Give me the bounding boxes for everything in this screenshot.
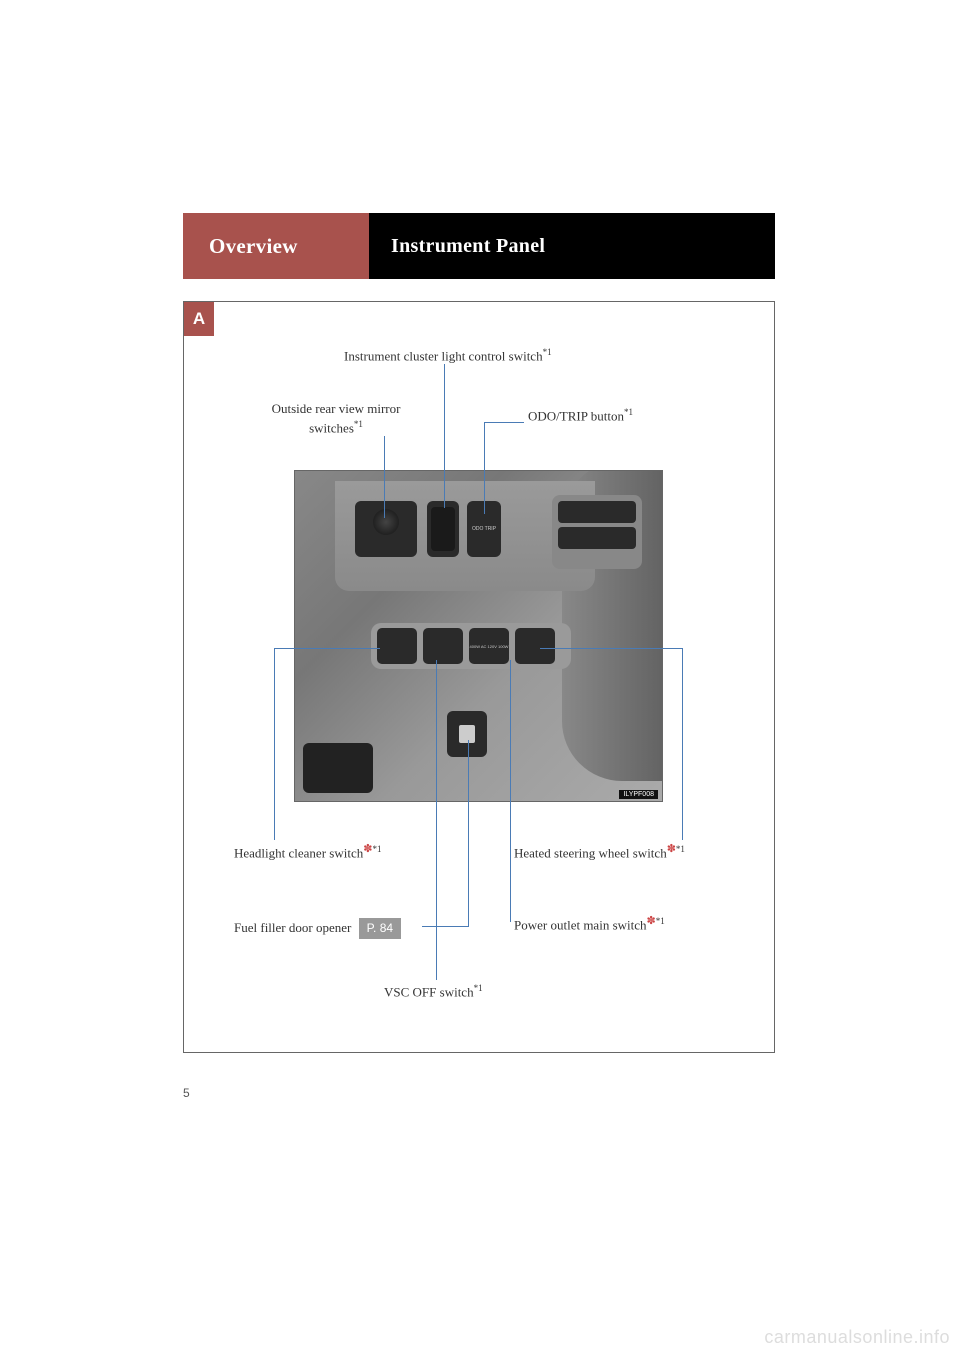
asterisk-icon: ✽ [667, 843, 676, 855]
page-header: Overview Instrument Panel [183, 213, 775, 279]
fuel-filler-label: Fuel filler door opener P. 84 [234, 918, 401, 939]
lower-left-control-icon [303, 743, 373, 793]
leader-line [540, 648, 683, 649]
cluster-light-label: Instrument cluster light control switch*… [344, 346, 552, 366]
lower-switch-row: 400W AC 120V 100W [371, 623, 571, 669]
heated-wheel-label: Heated steering wheel switch✽*1 [514, 842, 685, 863]
vsc-off-label: VSC OFF switch*1 [384, 982, 483, 1002]
diagram-frame: A ODO TRIP 400W AC 120V 100W [183, 301, 775, 1053]
diagram-badge: A [184, 302, 214, 336]
heated-text: Heated steering wheel switch [514, 845, 667, 860]
power-outlet-label: Power outlet main switch✽*1 [514, 914, 665, 935]
vsc-sup: *1 [474, 983, 483, 993]
volume-button-icon [558, 501, 636, 523]
leader-line [444, 364, 445, 508]
fuel-door-button-icon [447, 711, 487, 757]
odo-sup: *1 [624, 407, 633, 417]
watermark: carmanualsonline.info [764, 1327, 950, 1348]
page-number: 5 [183, 1086, 190, 1100]
leader-line [274, 648, 275, 840]
cluster-light-rocker-icon [431, 507, 455, 551]
section-label: Overview [209, 234, 298, 259]
headlight-cleaner-button-icon [377, 628, 417, 664]
leader-line [682, 648, 683, 840]
headlight-sup: *1 [372, 844, 381, 854]
dashboard-photo: ODO TRIP 400W AC 120V 100W ILYPF008 [294, 470, 663, 802]
page-title: Instrument Panel [391, 235, 545, 258]
vsc-text: VSC OFF switch [384, 984, 474, 999]
power-btn-text: 400W AC 120V 100W [470, 644, 509, 649]
power-sup: *1 [656, 916, 665, 926]
odo-text: ODO/TRIP button [528, 408, 624, 423]
power-outlet-button-icon: 400W AC 120V 100W [469, 628, 509, 664]
leader-line [274, 648, 380, 649]
heated-sup: *1 [676, 844, 685, 854]
cluster-light-text: Instrument cluster light control switch [344, 348, 543, 363]
steering-audio-panel-icon [552, 495, 642, 569]
heated-wheel-button-icon [515, 628, 555, 664]
mirror-sup: *1 [354, 419, 363, 429]
leader-line [384, 436, 385, 518]
odo-btn-text: ODO TRIP [472, 526, 496, 532]
page-ref-badge: P. 84 [359, 918, 401, 939]
leader-line [484, 422, 524, 423]
power-text: Power outlet main switch [514, 917, 647, 932]
odo-trip-label: ODO/TRIP button*1 [528, 406, 633, 426]
mirror-line1: Outside rear view mirror [272, 401, 401, 416]
mirror-line2: switches [309, 421, 354, 436]
header-section-tab: Overview [183, 213, 369, 279]
cluster-light-sup: *1 [543, 347, 552, 357]
leader-line [422, 926, 469, 927]
manual-page: Overview Instrument Panel A ODO TRIP [183, 213, 775, 1053]
track-button-icon [558, 527, 636, 549]
leader-line [436, 660, 437, 980]
vsc-off-button-icon [423, 628, 463, 664]
leader-line [468, 740, 469, 927]
asterisk-icon: ✽ [647, 915, 656, 927]
mirror-switch-label: Outside rear view mirror switches*1 [254, 400, 418, 438]
mirror-knob-icon [373, 509, 399, 535]
leader-line [484, 422, 485, 514]
headlight-text: Headlight cleaner switch [234, 845, 363, 860]
header-title-area: Instrument Panel [369, 213, 775, 279]
image-caption: ILYPF008 [619, 790, 658, 799]
headlight-cleaner-label: Headlight cleaner switch✽*1 [234, 842, 381, 863]
fuel-text: Fuel filler door opener [234, 920, 351, 935]
leader-line [510, 660, 511, 922]
